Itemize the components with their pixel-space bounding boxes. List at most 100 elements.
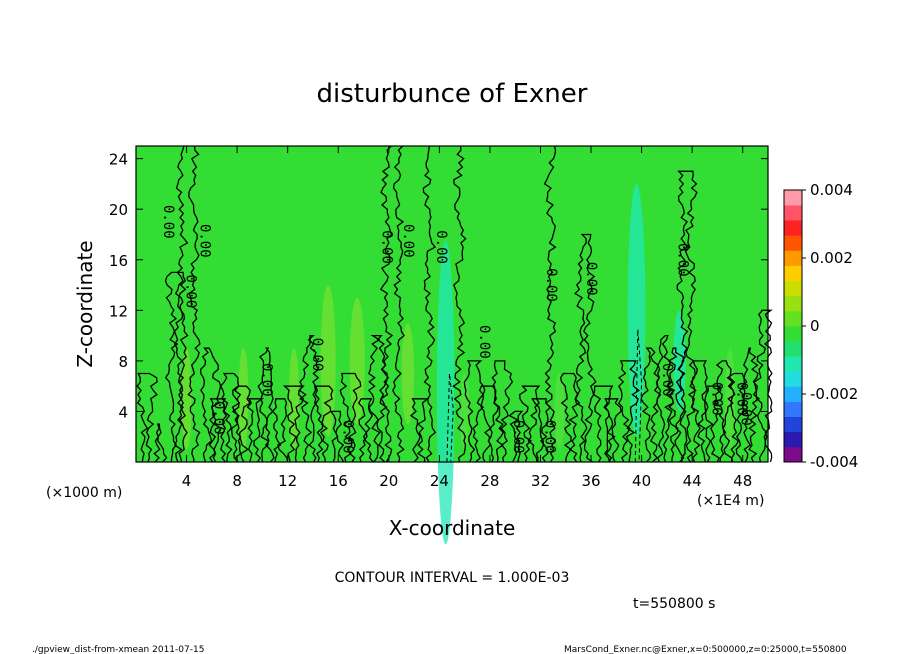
footer-left: ./gpview_dist-from-xmean 2011-07-15: [32, 645, 204, 654]
field-anomaly: [181, 348, 192, 450]
colorbar-segment: [784, 341, 802, 357]
contour-line: [153, 423, 168, 463]
field-anomaly: [436, 240, 455, 545]
field-anomaly: [401, 322, 415, 425]
contour-line: [357, 398, 374, 463]
plot-area: 0.000.000.000.000.000.000.000.00 0.00 0.00…: [135, 145, 773, 545]
colorbar-segment: [784, 431, 802, 448]
contour-label: 0.00: [309, 338, 325, 372]
contour-line: [367, 334, 390, 463]
contour-line: [136, 372, 158, 463]
contour-line: [592, 385, 614, 463]
x-unit-left: (×1000 m): [46, 485, 122, 501]
contour-line-negative: [446, 373, 454, 463]
contour-labels: 0.000.000.000.000.000.000.000.00 0.00 0.00…: [160, 205, 754, 454]
contour-line: [543, 145, 557, 463]
contour-line: [665, 347, 686, 463]
contour-label: 0.00: [734, 382, 750, 416]
contour-label: 0.00: [433, 230, 449, 264]
y-tick-label: 16: [109, 252, 128, 270]
x-axis-ticks: 4 8 12 16 20 24 28 32 36 40 44 48: [182, 146, 752, 490]
colorbar-segment: [784, 416, 802, 433]
x-tick-label: 28: [480, 472, 499, 490]
colorbar-segment: [784, 190, 802, 206]
field-anomaly: [459, 373, 470, 450]
contour-line: [653, 334, 676, 463]
plot-frame: [135, 145, 769, 463]
contour-line: [519, 385, 541, 463]
contour-line: [409, 398, 430, 463]
contour-line-negative: [634, 329, 643, 463]
colorbar-segment: [784, 220, 802, 236]
contour-label: 0.00: [738, 392, 754, 426]
contour-line: [339, 372, 362, 463]
contour-line: [379, 145, 394, 463]
colorbar-segment: [784, 401, 802, 417]
colorbar-segment: [784, 356, 802, 372]
contour-label: 0.00: [339, 420, 355, 454]
colorbar-segment: [784, 235, 802, 251]
contour-line: [209, 398, 228, 463]
x-tick-label: 16: [329, 472, 348, 490]
contour-line: [574, 233, 597, 463]
contour-line: [463, 360, 486, 463]
contour-line: [491, 360, 514, 463]
contour-line: [246, 398, 265, 463]
contour-label: 0.00: [183, 275, 199, 309]
contour-label: 0.00: [197, 224, 213, 258]
colorbar-tick-label: 0: [810, 317, 820, 335]
contour-line: [603, 398, 622, 463]
colorbar-segment: [784, 250, 802, 266]
y-tick-label: 4: [118, 403, 128, 421]
x-tick-label: 8: [232, 472, 242, 490]
x-tick-label: 36: [581, 472, 600, 490]
x-tick-label: 32: [531, 472, 550, 490]
contour-line: [738, 347, 761, 463]
contour-line: [231, 385, 251, 463]
x-tick-label: 40: [632, 472, 651, 490]
contour-line: [329, 410, 345, 463]
contour-line: [531, 398, 552, 463]
colorbar-segment: [784, 326, 802, 342]
colorbar-tick-label: 0.004: [810, 181, 853, 199]
field-anomaly: [554, 373, 565, 450]
y-tick-label: 8: [118, 353, 128, 371]
contour-label: 0.00: [210, 401, 226, 435]
x-tick-label: 24: [430, 472, 449, 490]
x-unit-right: (×1E4 m): [697, 493, 764, 509]
field-anomaly: [725, 348, 736, 450]
chart-title: disturbunce of Exner: [317, 79, 588, 109]
colorbar-tick-label: 0.002: [810, 249, 853, 267]
field-anomaly: [238, 348, 249, 450]
field-anomaly: [349, 297, 365, 425]
y-axis-ticks: 4 8 12 16 20 24: [109, 151, 768, 421]
contour-line: [559, 372, 581, 463]
colorbar-ticks: 0.004 0.002 0 -0.002 -0.004: [802, 181, 858, 471]
contour-line: [271, 398, 289, 463]
contour-label: 0.00: [258, 363, 274, 397]
contour-label: 0.00: [708, 382, 724, 416]
y-axis-label: Z-coordinate: [73, 240, 97, 367]
contour-line: [187, 145, 201, 463]
contour-label: 0.00: [543, 268, 559, 302]
contour-line: [714, 360, 736, 463]
x-tick-label: 48: [733, 472, 752, 490]
contour-line: [617, 360, 641, 463]
colorbar-segment: [784, 205, 802, 221]
colorbar-segment: [784, 386, 802, 402]
contour-line: [257, 347, 275, 463]
contour-label: 0.00: [583, 262, 599, 296]
x-tick-label: 44: [683, 472, 702, 490]
x-tick-label: 12: [278, 472, 297, 490]
contour-line: [726, 372, 748, 463]
contour-lines: [136, 145, 773, 463]
x-tick-label: 4: [182, 472, 192, 490]
time-label: t=550800 s: [633, 596, 715, 612]
contour-label: 0.00: [379, 230, 395, 264]
contour-line: [174, 145, 189, 463]
contour-line: [392, 145, 405, 463]
contour-line: [298, 334, 320, 463]
field-anomaly: [673, 310, 686, 412]
contour-line: [640, 347, 662, 463]
